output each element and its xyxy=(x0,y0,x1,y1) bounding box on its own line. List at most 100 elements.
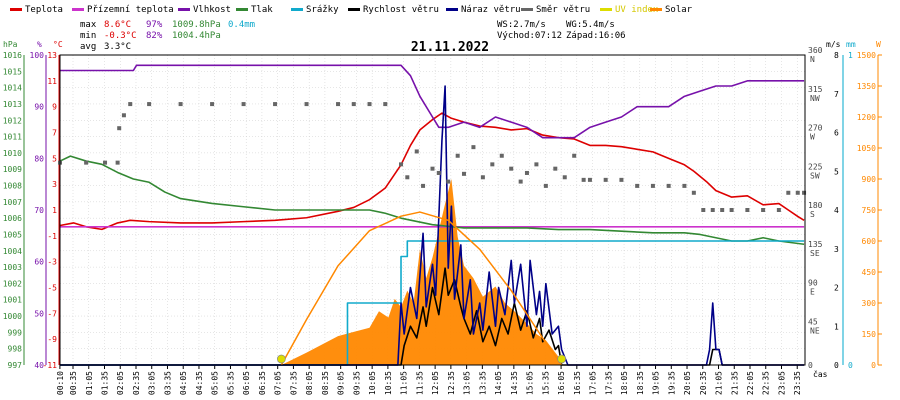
rain-unit-label: mm xyxy=(846,40,856,49)
pressure-tick-label: 1000 xyxy=(3,312,22,321)
pressure-tick-label: 1009 xyxy=(3,165,22,174)
temperature-tick-label: 7 xyxy=(52,129,57,138)
series-point-sm-r-v-tru xyxy=(461,171,466,176)
x-tick-label: 14:35 xyxy=(510,371,519,395)
pressure-tick-label: 1002 xyxy=(3,279,22,288)
legend: Teplota Přízemní teplota Vlhkost Tlak Srážky… xyxy=(10,5,693,15)
temperature-tick-label: 5 xyxy=(52,154,57,163)
series-point-sm-r-v-tru xyxy=(121,113,126,118)
stats-max-label: max xyxy=(80,20,97,30)
wind-tick-label: 5 xyxy=(834,167,839,176)
series-point-sm-r-v-tru xyxy=(553,166,558,171)
pressure-tick-label: 1015 xyxy=(3,67,22,76)
series-point-sm-r-v-tru xyxy=(710,208,715,212)
wind-tick-label: 1 xyxy=(834,322,839,331)
series-point-sm-r-v-tru xyxy=(304,102,309,107)
wind-tick-label: 4 xyxy=(834,206,839,215)
wind-tick-label: 2 xyxy=(834,284,839,293)
humidity-tick-label: 90 xyxy=(34,103,44,112)
x-tick-label: 08:05 xyxy=(305,371,314,395)
series-line-sr-ky xyxy=(60,240,805,366)
direction-tick-label: 135 xyxy=(808,240,823,249)
stats-avg-temp: 3.3°C xyxy=(104,42,131,52)
x-tick-label: 18:05 xyxy=(620,371,629,395)
x-tick-label: 14:05 xyxy=(494,371,503,395)
stats-min-humidity: 82% xyxy=(146,31,163,41)
direction-tick-label: 225 xyxy=(808,162,823,171)
x-tick-label: 09:35 xyxy=(352,371,361,395)
x-tick-label: 22:35 xyxy=(762,371,771,395)
legend-swatch xyxy=(72,8,84,11)
humidity-tick-label: 60 xyxy=(34,258,44,267)
series-point-sm-r-v-tru xyxy=(128,102,133,107)
temperature-tick-label: -9 xyxy=(47,335,57,344)
direction-compass-label: S xyxy=(810,210,815,219)
series-point-sm-r-v-tru xyxy=(103,160,108,165)
wind-tick-label: 0 xyxy=(834,361,839,370)
direction-compass-label: NE xyxy=(810,326,820,335)
direction-compass-label: SE xyxy=(810,249,820,258)
direction-compass-label: SW xyxy=(810,171,820,180)
series-point-sm-r-v-tru xyxy=(455,153,460,158)
temperature-tick-label: 1 xyxy=(52,206,57,215)
stats-max-rain: 0.4mm xyxy=(228,20,255,30)
series-point-sm-r-v-tru xyxy=(471,145,476,150)
legend-label: Směr větru xyxy=(536,5,590,15)
series-point-sm-r-v-tru xyxy=(524,170,529,175)
series-point-sm-r-v-tru xyxy=(421,183,426,188)
x-tick-label: 10:05 xyxy=(368,371,377,395)
legend-label: Srážky xyxy=(306,5,339,15)
series-point-sm-r-v-tru xyxy=(210,102,215,107)
pressure-tick-label: 1010 xyxy=(3,149,22,158)
pressure-tick-label: 1003 xyxy=(3,263,22,272)
stats-wind-gust: WG:5.4m/s xyxy=(566,20,615,30)
pressure-tick-label: 1001 xyxy=(3,296,22,305)
x-tick-label: 02:35 xyxy=(132,371,141,395)
pressure-tick-label: 1008 xyxy=(3,182,22,191)
series-point-sm-r-v-tru xyxy=(241,102,246,107)
direction-tick-label: 90 xyxy=(808,279,818,288)
series-point-sm-r-v-tru xyxy=(499,153,504,158)
series-point-sm-r-v-tru xyxy=(399,162,404,167)
x-tick-label: 00:10 xyxy=(56,371,65,395)
x-tick-label: 05:05 xyxy=(211,371,220,395)
temperature-tick-label: 11 xyxy=(47,77,57,86)
series-point-sm-r-v-tru xyxy=(776,208,781,212)
series-point-sm-r-v-tru xyxy=(603,177,608,182)
x-tick-label: 22:05 xyxy=(746,371,755,395)
series-point-sm-r-v-tru xyxy=(786,190,791,195)
series-area-solar xyxy=(281,179,562,365)
stats-min-temp: -0.3°C xyxy=(104,31,137,41)
series-point-sm-r-v-tru xyxy=(367,102,372,107)
x-tick-label: 23:05 xyxy=(777,371,786,395)
solar-tick-label: 750 xyxy=(862,206,877,215)
x-tick-label: 08:35 xyxy=(321,371,330,395)
legend-swatch xyxy=(600,8,612,11)
series-point-sm-r-v-tru xyxy=(587,177,592,182)
series-point-sm-r-v-tru xyxy=(405,175,410,180)
legend-swatch xyxy=(521,8,533,11)
wind-tick-label: 3 xyxy=(834,245,839,254)
humidity-tick-label: 50 xyxy=(34,309,44,318)
x-tick-label: 17:35 xyxy=(604,371,613,395)
x-tick-label: 23:35 xyxy=(793,371,802,395)
humidity-tick-label: 80 xyxy=(34,154,44,163)
wind-unit-label: m/s xyxy=(826,40,841,49)
series-point-sm-r-v-tru xyxy=(635,183,640,188)
stats-min-label: min xyxy=(80,31,96,41)
legend-swatch xyxy=(650,8,662,11)
pressure-tick-label: 999 xyxy=(8,328,23,337)
series-point-sm-r-v-tru xyxy=(351,102,356,107)
series-point-sm-r-v-tru xyxy=(745,208,750,212)
series-point-uv-index xyxy=(277,354,286,364)
series-point-sm-r-v-tru xyxy=(147,102,152,107)
x-tick-label: 11:35 xyxy=(415,371,424,395)
series-point-sm-r-v-tru xyxy=(562,175,567,180)
legend-swatch xyxy=(291,8,303,11)
temperature-tick-label: 3 xyxy=(52,180,57,189)
pressure-tick-label: 1016 xyxy=(3,51,22,60)
direction-compass-label: W xyxy=(810,133,815,142)
x-tick-label: 03:35 xyxy=(163,371,172,395)
solar-tick-label: 1350 xyxy=(857,82,876,91)
